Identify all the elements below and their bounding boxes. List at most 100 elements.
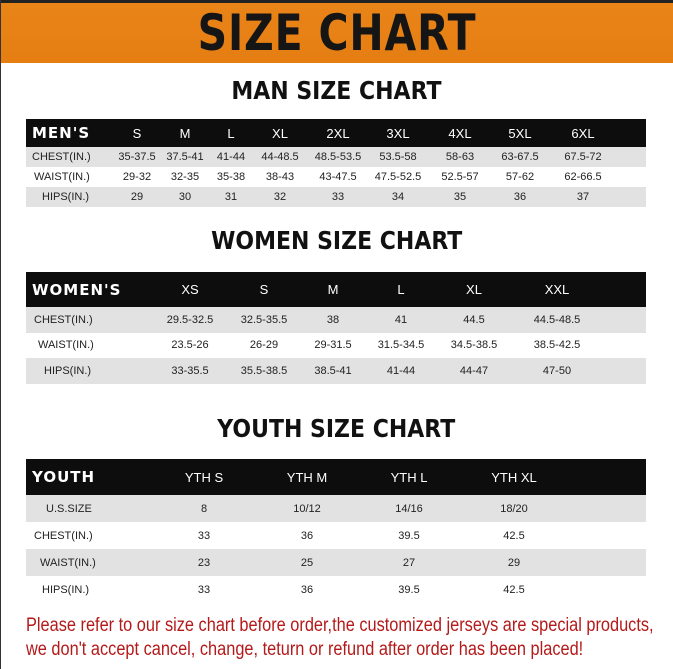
measurement-cell: 37	[576, 191, 590, 203]
frame-border	[0, 0, 673, 3]
measurement-cell: 32.5-35.5	[240, 313, 288, 326]
youth-size-table: YOUTH YTH S YTH M YTH L YTH XL U.S.SIZE 8 10/12…	[26, 459, 646, 603]
measure-label: CHEST(IN.)	[32, 151, 91, 163]
measurement-cell: 38	[326, 313, 340, 326]
measurement-cell: 57-62	[505, 171, 535, 183]
size-header-cell: 2XL	[326, 125, 350, 141]
measure-label: CHEST(IN.)	[34, 313, 93, 326]
women-size-table: WOMEN'S XS S M L XL XXL CHEST(IN.) 29.5-32.5 32.5…	[26, 272, 646, 384]
size-header-cell: L	[227, 125, 235, 141]
measurement-cell: 63-67.5	[501, 151, 539, 163]
table-title-cell: YOUTH	[32, 468, 96, 486]
size-header-cell: XS	[181, 282, 199, 297]
measurement-cell: 41-44	[216, 151, 246, 163]
table-row: HIPS(IN.) 29 30 31 32 33 34 35 36 37	[26, 187, 646, 207]
measurement-cell: 44.5	[463, 313, 485, 326]
size-header-cell: M	[327, 282, 339, 297]
table-title-cell: WOMEN'S	[32, 280, 122, 299]
men-section-title: MAN SIZE CHART	[231, 76, 442, 105]
measurement-cell: 48.5-53.5	[314, 151, 362, 163]
measurement-cell: 41	[394, 313, 408, 326]
measurement-cell: 38-43	[265, 171, 295, 183]
measurement-cell: 62-66.5	[564, 171, 602, 183]
size-header-cell: YTH S	[184, 469, 224, 485]
size-header-cell: L	[397, 282, 405, 297]
size-header-cell: XXL	[544, 282, 570, 297]
size-header-cell: 6XL	[571, 125, 595, 141]
size-header-cell: S	[259, 282, 269, 297]
measurement-cell: 27	[402, 556, 416, 569]
measurement-cell: 23	[197, 556, 211, 569]
measure-label: WAIST(IN.)	[34, 171, 90, 183]
measurement-cell: 47-50	[542, 364, 572, 377]
measurement-cell: 10/12	[293, 502, 321, 515]
measure-label: HIPS(IN.)	[42, 583, 90, 596]
table-row: HIPS(IN.) 33 36 39.5 42.5	[26, 576, 646, 603]
measurement-cell: 38.5-41	[314, 364, 352, 377]
measurement-cell: 31	[224, 191, 238, 203]
measurement-cell: 35.5-38.5	[240, 364, 288, 377]
measurement-cell: 35	[453, 191, 467, 203]
measurement-cell: 67.5-72	[564, 151, 602, 163]
size-header-cell: YTH M	[286, 469, 328, 485]
measurement-cell: 31.5-34.5	[377, 339, 425, 352]
measure-label: WAIST(IN.)	[40, 556, 96, 569]
measurement-cell: 14/16	[395, 502, 423, 515]
measure-label: U.S.SIZE	[46, 502, 92, 515]
size-header-cell: 5XL	[508, 125, 532, 141]
banner-title: SIZE CHART	[197, 4, 477, 62]
table-row: CHEST(IN.) 33 36 39.5 42.5	[26, 522, 646, 549]
size-header-cell: 4XL	[448, 125, 472, 141]
measure-label: HIPS(IN.)	[42, 191, 90, 203]
table-row: U.S.SIZE 8 10/12 14/16 18/20	[26, 495, 646, 522]
measurement-cell: 33	[197, 583, 211, 596]
table-row: CHEST(IN.) 29.5-32.5 32.5-35.5 38 41 44.5 44.5…	[26, 307, 646, 333]
frame-border	[0, 0, 1, 669]
measurement-cell: 36	[300, 529, 314, 542]
measurement-cell: 42.5	[503, 529, 525, 542]
measurement-cell: 58-63	[445, 151, 475, 163]
table-header-row: MEN'S S M L XL 2XL 3XL 4XL 5XL 6XL	[26, 119, 646, 147]
size-header-cell: 3XL	[386, 125, 410, 141]
measurement-cell: 29	[507, 556, 521, 569]
measurement-cell: 29-31.5	[314, 339, 352, 352]
table-row: WAIST(IN.) 23.5-26 26-29 29-31.5 31.5-34.5 34…	[26, 332, 646, 358]
size-header-cell: YTH XL	[491, 469, 537, 485]
measurement-cell: 18/20	[500, 502, 528, 515]
measurement-cell: 34.5-38.5	[450, 339, 498, 352]
measurement-cell: 26-29	[249, 339, 279, 352]
measurement-cell: 41-44	[386, 364, 416, 377]
measurement-cell: 32-35	[170, 171, 200, 183]
measurement-cell: 29.5-32.5	[166, 313, 214, 326]
measurement-cell: 38.5-42.5	[533, 339, 581, 352]
measurement-cell: 35-38	[216, 171, 246, 183]
measurement-cell: 43-47.5	[319, 171, 357, 183]
measurement-cell: 52.5-57	[441, 171, 479, 183]
measurement-cell: 33	[197, 529, 211, 542]
measurement-cell: 23.5-26	[171, 339, 209, 352]
table-header-row: WOMEN'S XS S M L XL XXL	[26, 272, 646, 307]
table-header-row: YOUTH YTH S YTH M YTH L YTH XL	[26, 459, 646, 495]
measurement-cell: 53.5-58	[379, 151, 417, 163]
size-header-cell: YTH L	[390, 469, 428, 485]
measurement-cell: 29-32	[122, 171, 152, 183]
measurement-cell: 39.5	[398, 583, 420, 596]
measurement-cell: 33	[331, 191, 345, 203]
table-row: CHEST(IN.) 35-37.5 37.5-41 41-44 44-48.5 48.5…	[26, 147, 646, 167]
measurement-cell: 32	[273, 191, 287, 203]
measurement-cell: 44.5-48.5	[533, 313, 581, 326]
size-chart-banner: SIZE CHART	[1, 3, 673, 63]
measurement-cell: 47.5-52.5	[374, 171, 422, 183]
measure-label: CHEST(IN.)	[34, 529, 93, 542]
youth-section-title: YOUTH SIZE CHART	[217, 414, 456, 443]
measurement-cell: 35-37.5	[118, 151, 156, 163]
size-header-cell: S	[132, 125, 142, 141]
measure-label: HIPS(IN.)	[44, 364, 92, 377]
measurement-cell: 8	[200, 502, 208, 515]
measurement-cell: 34	[391, 191, 405, 203]
table-row: WAIST(IN.) 29-32 32-35 35-38 38-43 43-47.5 47.…	[26, 167, 646, 187]
measurement-cell: 30	[178, 191, 192, 203]
women-section-title: WOMEN SIZE CHART	[210, 226, 463, 255]
measurement-cell: 44-48.5	[261, 151, 299, 163]
measurement-cell: 39.5	[398, 529, 420, 542]
